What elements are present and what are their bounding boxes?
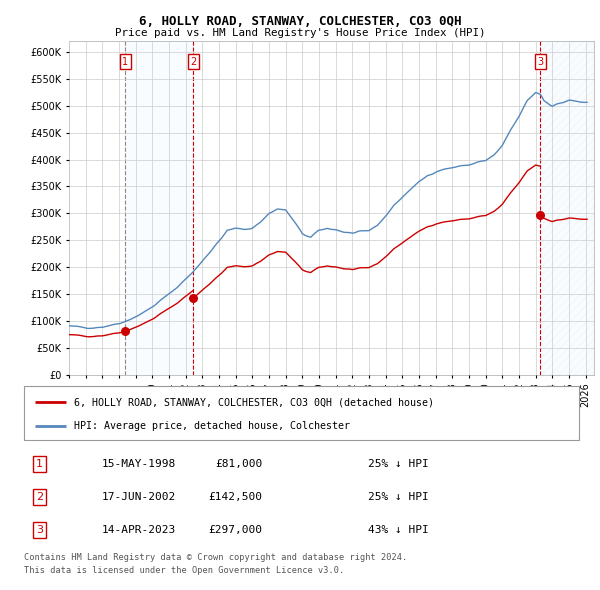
Text: 3: 3 <box>538 57 544 67</box>
Text: 14-APR-2023: 14-APR-2023 <box>102 525 176 535</box>
Point <box>536 210 545 219</box>
Bar <box>541 41 594 375</box>
Text: 1: 1 <box>122 57 128 67</box>
Text: 6, HOLLY ROAD, STANWAY, COLCHESTER, CO3 0QH (detached house): 6, HOLLY ROAD, STANWAY, COLCHESTER, CO3 … <box>74 398 434 407</box>
Bar <box>541 41 594 375</box>
Text: 15-MAY-1998: 15-MAY-1998 <box>102 459 176 469</box>
Point <box>188 293 198 303</box>
Bar <box>125 41 193 375</box>
Text: 17-JUN-2002: 17-JUN-2002 <box>102 492 176 502</box>
Text: 25% ↓ HPI: 25% ↓ HPI <box>368 492 429 502</box>
Text: 3: 3 <box>36 525 43 535</box>
Text: £297,000: £297,000 <box>209 525 263 535</box>
Point <box>121 326 130 336</box>
Text: 6, HOLLY ROAD, STANWAY, COLCHESTER, CO3 0QH: 6, HOLLY ROAD, STANWAY, COLCHESTER, CO3 … <box>139 15 461 28</box>
Text: This data is licensed under the Open Government Licence v3.0.: This data is licensed under the Open Gov… <box>24 566 344 575</box>
Text: 2: 2 <box>190 57 196 67</box>
Text: 25% ↓ HPI: 25% ↓ HPI <box>368 459 429 469</box>
Text: HPI: Average price, detached house, Colchester: HPI: Average price, detached house, Colc… <box>74 421 350 431</box>
Text: 1: 1 <box>36 459 43 469</box>
Text: 2: 2 <box>36 492 43 502</box>
Text: Price paid vs. HM Land Registry's House Price Index (HPI): Price paid vs. HM Land Registry's House … <box>115 28 485 38</box>
Text: £81,000: £81,000 <box>215 459 263 469</box>
Text: £142,500: £142,500 <box>209 492 263 502</box>
Text: Contains HM Land Registry data © Crown copyright and database right 2024.: Contains HM Land Registry data © Crown c… <box>24 553 407 562</box>
Text: 43% ↓ HPI: 43% ↓ HPI <box>368 525 429 535</box>
